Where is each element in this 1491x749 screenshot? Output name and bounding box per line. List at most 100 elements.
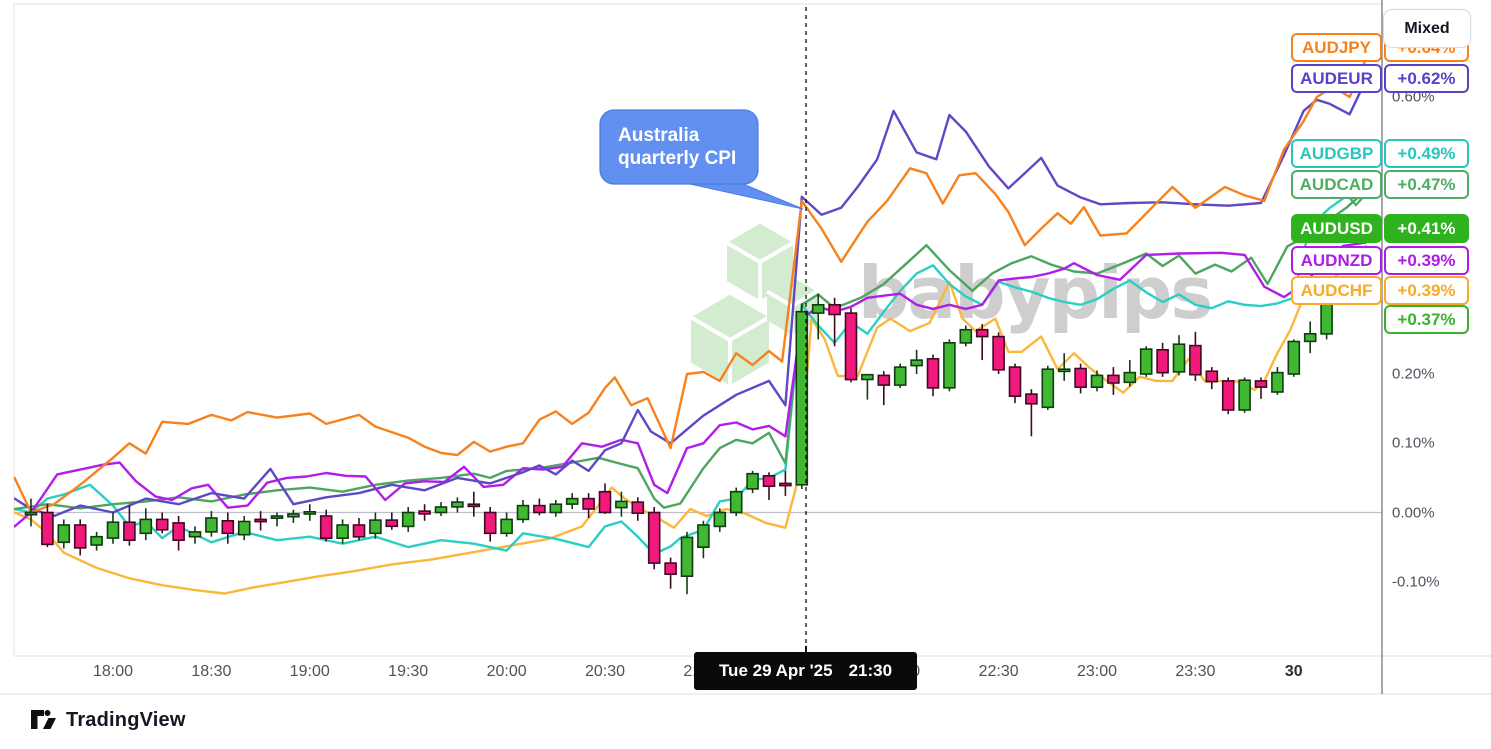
time-tick-label: 20:30 bbox=[584, 663, 626, 680]
candle bbox=[336, 524, 349, 539]
candle bbox=[910, 359, 923, 367]
candle bbox=[1254, 380, 1268, 388]
candle bbox=[992, 335, 1005, 371]
candle bbox=[500, 518, 513, 535]
candle bbox=[1008, 366, 1022, 398]
candle bbox=[779, 482, 792, 487]
time-tick-label: 20:00 bbox=[486, 663, 527, 680]
candle bbox=[205, 517, 218, 533]
price-tick-label: 0.20% bbox=[1392, 365, 1435, 383]
candle bbox=[24, 511, 38, 516]
candle bbox=[943, 341, 956, 389]
event-annotation-bubble[interactable]: Australia quarterly CPI bbox=[599, 109, 804, 210]
pair-symbol: AUDCAD bbox=[1291, 170, 1382, 199]
time-tick-label: 18:00 bbox=[92, 663, 134, 680]
pair-change-value: +0.41% bbox=[1384, 214, 1469, 243]
candle bbox=[598, 490, 612, 514]
time-tick-label: 19:30 bbox=[388, 663, 429, 680]
candle bbox=[1221, 380, 1235, 411]
candle bbox=[861, 373, 874, 381]
candle bbox=[664, 562, 677, 575]
candle bbox=[631, 501, 645, 515]
candle bbox=[926, 357, 940, 389]
candle bbox=[270, 515, 284, 520]
pair-change-value: +0.49% bbox=[1384, 139, 1469, 168]
mixed-mode-button[interactable]: Mixed bbox=[1383, 9, 1471, 48]
pair-symbol: AUDUSD bbox=[1291, 214, 1382, 243]
candle bbox=[352, 524, 366, 538]
candle bbox=[1287, 340, 1301, 375]
candle bbox=[811, 303, 825, 314]
candle bbox=[713, 511, 727, 528]
candle bbox=[1139, 348, 1153, 375]
candle bbox=[1074, 367, 1087, 389]
candle bbox=[254, 518, 267, 523]
pair-change-value: +0.39% bbox=[1384, 276, 1469, 305]
candle bbox=[533, 504, 546, 514]
candle bbox=[106, 521, 120, 539]
candle bbox=[1025, 393, 1038, 405]
candle bbox=[221, 519, 235, 535]
crosshair-date-tooltip: Tue 29 Apr '25 21:30 bbox=[694, 652, 917, 690]
candle bbox=[746, 472, 759, 490]
candle bbox=[1172, 343, 1186, 373]
candle bbox=[401, 511, 415, 528]
candle bbox=[1123, 371, 1137, 384]
candle bbox=[959, 328, 973, 344]
candle bbox=[582, 497, 595, 510]
candle bbox=[1156, 348, 1169, 374]
line-series-AUDCHF[interactable] bbox=[14, 244, 1368, 595]
line-series-AUDEUR[interactable] bbox=[14, 78, 1368, 518]
candle bbox=[57, 524, 71, 544]
line-series-AUDJPY[interactable] bbox=[14, 57, 1368, 514]
candle bbox=[90, 535, 103, 546]
pair-change-value: +0.62% bbox=[1384, 64, 1469, 93]
time-tick-label: 23:00 bbox=[1076, 663, 1118, 680]
candle bbox=[697, 524, 710, 549]
pair-change-value: +0.47% bbox=[1384, 170, 1469, 199]
price-tick-label: -0.10% bbox=[1392, 573, 1440, 591]
candle bbox=[877, 374, 891, 386]
pair-symbol: AUDJPY bbox=[1291, 33, 1382, 62]
tradingview-attribution[interactable]: TradingView bbox=[30, 708, 186, 732]
price-tick-label: 0.00% bbox=[1392, 504, 1435, 521]
candle bbox=[237, 520, 251, 536]
tooltip-date: Tue 29 Apr '25 bbox=[718, 661, 833, 680]
candle bbox=[123, 521, 136, 542]
candle bbox=[73, 524, 87, 549]
candle bbox=[549, 503, 563, 514]
candle bbox=[1041, 368, 1055, 409]
pair-change-value: +0.37% bbox=[1384, 305, 1469, 334]
line-series-AUDNZD[interactable] bbox=[14, 241, 1368, 528]
tooltip-time: 21:30 bbox=[848, 661, 893, 680]
candle bbox=[41, 511, 54, 546]
candle bbox=[434, 506, 448, 514]
line-series-AUDCAD[interactable] bbox=[14, 189, 1368, 511]
candle bbox=[762, 474, 776, 487]
candle bbox=[369, 519, 382, 535]
time-tick-label: 18:30 bbox=[191, 663, 232, 680]
candle bbox=[615, 500, 628, 509]
candle bbox=[1320, 302, 1333, 335]
candle bbox=[516, 504, 530, 521]
time-tick-label: 23:30 bbox=[1175, 663, 1216, 680]
candle bbox=[1238, 379, 1251, 411]
candle bbox=[1303, 332, 1317, 343]
candle bbox=[1271, 371, 1284, 393]
candle bbox=[975, 328, 989, 338]
candle bbox=[565, 497, 579, 505]
candle bbox=[1090, 374, 1104, 388]
candle bbox=[483, 511, 497, 535]
time-tick-label: 30 bbox=[1284, 663, 1303, 680]
pair-symbol: AUDNZD bbox=[1291, 246, 1382, 275]
candle bbox=[385, 519, 399, 528]
candle bbox=[139, 518, 153, 535]
candle bbox=[844, 312, 858, 381]
candle bbox=[467, 503, 481, 508]
candle bbox=[319, 515, 333, 540]
candle bbox=[680, 536, 694, 578]
annotation-line1: Australia bbox=[618, 125, 700, 146]
candle bbox=[303, 510, 317, 515]
